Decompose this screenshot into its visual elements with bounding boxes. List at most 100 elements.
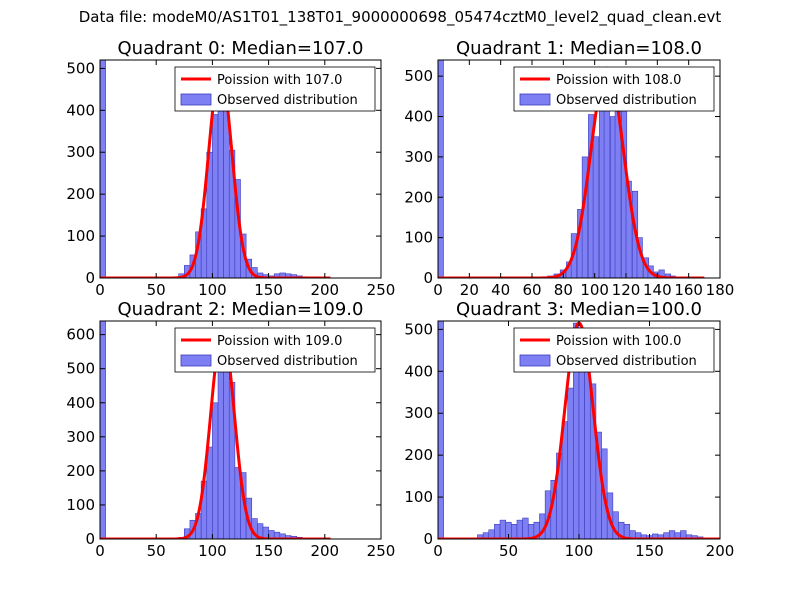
histogram-bar <box>438 60 444 278</box>
histogram-bar <box>100 60 106 278</box>
histogram-bar <box>522 517 529 539</box>
legend: Poission with 109.0 Observed distribution <box>174 327 376 373</box>
histogram-bar <box>658 269 665 278</box>
x-tick-label: 100 <box>565 542 594 560</box>
legend-bar-swatch <box>519 354 551 367</box>
y-tick-label: 500 <box>404 320 433 338</box>
x-tick-label: 250 <box>367 542 396 560</box>
x-tick-label: 100 <box>198 542 227 560</box>
y-tick-label: 400 <box>66 101 95 119</box>
x-tick-label: 140 <box>643 281 672 299</box>
y-tick-label: 400 <box>404 108 433 126</box>
legend-bar-swatch <box>519 93 551 106</box>
quadrant-title: Quadrant 1: Median=108.0 <box>456 38 702 59</box>
x-tick-label: 150 <box>254 542 283 560</box>
y-tick-label: 100 <box>66 227 95 245</box>
y-tick-label: 500 <box>66 360 95 378</box>
legend-label-poisson: Poission with 107.0 <box>217 73 342 88</box>
quadrant-1-plot: 0 20 40 60 80 100 120 140 160 1800100200300400500… <box>404 38 734 299</box>
y-tick-label: 300 <box>66 143 95 161</box>
x-tick-label: 50 <box>147 542 166 560</box>
poisson-curve <box>438 66 705 278</box>
x-tick-label: 180 <box>706 281 735 299</box>
x-tick-label: 50 <box>499 542 518 560</box>
histogram-bar <box>206 446 213 539</box>
x-tick-label: 200 <box>706 542 735 560</box>
y-tick-label: 600 <box>66 326 95 344</box>
quadrant-title: Quadrant 0: Median=107.0 <box>118 38 364 59</box>
y-tick-label: 500 <box>66 59 95 77</box>
x-tick-label: 0 <box>95 542 105 560</box>
quadrant-3-bars <box>438 321 704 539</box>
histogram-bar <box>223 347 230 539</box>
histogram-bar <box>100 321 106 539</box>
x-tick-label: 0 <box>433 542 443 560</box>
y-tick-label: 300 <box>404 148 433 166</box>
plot-frame <box>99 59 382 279</box>
histogram-bar <box>592 136 599 278</box>
plot-frame <box>437 59 721 279</box>
y-tick-label: 200 <box>404 446 433 464</box>
legend-label-observed: Observed distribution <box>556 354 697 369</box>
y-tick-label: 400 <box>404 362 433 380</box>
x-tick-label: 250 <box>367 281 396 299</box>
y-tick-label: 100 <box>404 229 433 247</box>
y-tick-label: 200 <box>404 188 433 206</box>
y-tick-label: 0 <box>85 530 95 548</box>
legend-bar-swatch <box>180 354 212 367</box>
y-tick-label: 300 <box>66 428 95 446</box>
x-tick-label: 50 <box>147 281 166 299</box>
y-tick-label: 300 <box>404 404 433 422</box>
x-tick-label: 200 <box>310 281 339 299</box>
legend-label-observed: Observed distribution <box>217 93 358 108</box>
y-tick-label: 500 <box>404 67 433 85</box>
y-tick-label: 0 <box>423 530 433 548</box>
quadrant-title: Quadrant 3: Median=100.0 <box>456 299 702 320</box>
histogram-bar <box>212 402 219 539</box>
quadrant-0-plot: 0 50 100 150 200 250 0 100 200 300 400 500 Quadrant … <box>66 38 395 299</box>
legend-label-poisson: Poission with 109.0 <box>217 334 342 349</box>
y-tick-label: 100 <box>66 496 95 514</box>
x-tick-label: 150 <box>635 542 664 560</box>
legend-label-poisson: Poission with 100.0 <box>556 334 681 349</box>
y-tick-label: 0 <box>423 269 433 287</box>
histogram-bar <box>567 387 574 539</box>
x-tick-label: 40 <box>491 281 510 299</box>
x-tick-label: 0 <box>433 281 443 299</box>
y-tick-label: 100 <box>404 488 433 506</box>
legend-label-observed: Observed distribution <box>217 354 358 369</box>
histogram-bar <box>516 519 523 539</box>
y-tick-label: 0 <box>85 269 95 287</box>
quadrant-title: Quadrant 2: Median=109.0 <box>118 299 364 320</box>
x-tick-label: 160 <box>674 281 703 299</box>
y-tick-label: 200 <box>66 462 95 480</box>
x-tick-label: 20 <box>460 281 479 299</box>
histogram-bar <box>494 524 501 539</box>
x-tick-label: 60 <box>522 281 541 299</box>
legend: Poission with 107.0 Observed distribution <box>174 66 376 112</box>
y-tick-label: 200 <box>66 185 95 203</box>
x-tick-label: 0 <box>95 281 105 299</box>
figure-title: Data file: modeM0/AS1T01_138T01_90000006… <box>78 8 722 26</box>
x-tick-label: 100 <box>198 281 227 299</box>
plot-frame <box>99 320 382 540</box>
y-tick-label: 400 <box>66 394 95 412</box>
x-tick-label: 150 <box>254 281 283 299</box>
quadrant-1-bars <box>438 60 682 278</box>
histogram-bar <box>438 321 444 539</box>
legend: Poission with 108.0 Observed distribution <box>513 66 715 112</box>
histogram-bar <box>511 524 518 539</box>
x-tick-label: 100 <box>580 281 609 299</box>
histogram-bar <box>212 114 219 278</box>
quadrant-2-plot: 0 50 100 150 200 250 0 100 200 300 400 500 600 Quadra… <box>66 299 395 560</box>
quadrant-3-plot: 0 50 100 150 200 0 100 200 300 400 500 Quadrant 3: … <box>404 299 734 560</box>
histogram-bar <box>223 110 230 278</box>
x-tick-label: 120 <box>612 281 641 299</box>
x-tick-label: 80 <box>554 281 573 299</box>
legend-bar-swatch <box>180 93 212 106</box>
legend-label-observed: Observed distribution <box>556 93 697 108</box>
legend: Poission with 100.0 Observed distribution <box>513 327 715 373</box>
x-tick-label: 200 <box>310 542 339 560</box>
legend-label-poisson: Poission with 108.0 <box>556 73 681 88</box>
